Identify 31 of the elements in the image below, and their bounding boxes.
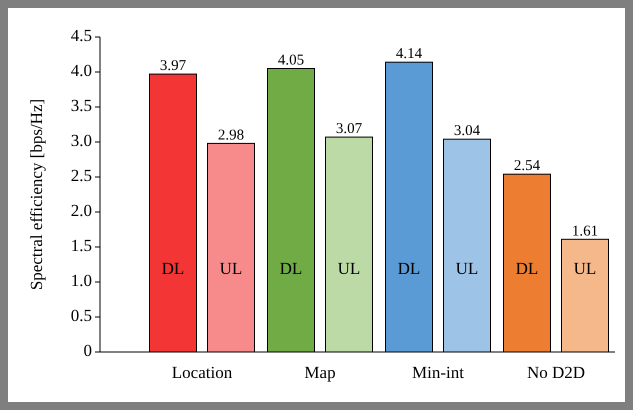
y-tick-label: 4.0 [70,60,92,80]
y-tick-label: 2.5 [70,166,92,185]
y-tick-label: 3.0 [70,130,92,150]
data-label: 2.54 [514,158,541,174]
text: UL [456,258,478,278]
data-label: 3.07 [336,121,363,138]
text: DL [398,258,420,278]
y-tick-label: 0.5 [70,306,92,325]
y-tick-label: 3.5 [70,96,92,115]
data-label: 2.98 [218,127,244,144]
y-axis-title: Spectral efficiency [bps/Hz] [27,98,46,290]
x-tick-label: No D2D [526,363,586,382]
text: DL [162,258,184,278]
y-tick-label: 0 [84,340,92,360]
data-label: 3.04 [454,123,481,140]
text: DL [280,258,302,278]
series-label: DL [516,258,538,278]
data-label: 1.61 [572,223,598,240]
y-tick-label: 1.5 [70,236,92,255]
x-tick-label: Map [304,363,336,382]
y-tick-label: 4.5 [70,26,92,45]
series-label: UL [574,258,596,278]
data-label: 3.97 [160,58,187,74]
data-label: 4.05 [278,52,304,68]
x-tick-label: Min-int [412,363,464,382]
data-label: 4.14 [396,46,423,62]
y-tick-label: 2.0 [70,200,92,220]
text: UL [338,258,360,278]
x-tick-label: Location [172,363,233,382]
y-tick-label: 1.0 [70,270,92,290]
text: UL [220,258,242,278]
